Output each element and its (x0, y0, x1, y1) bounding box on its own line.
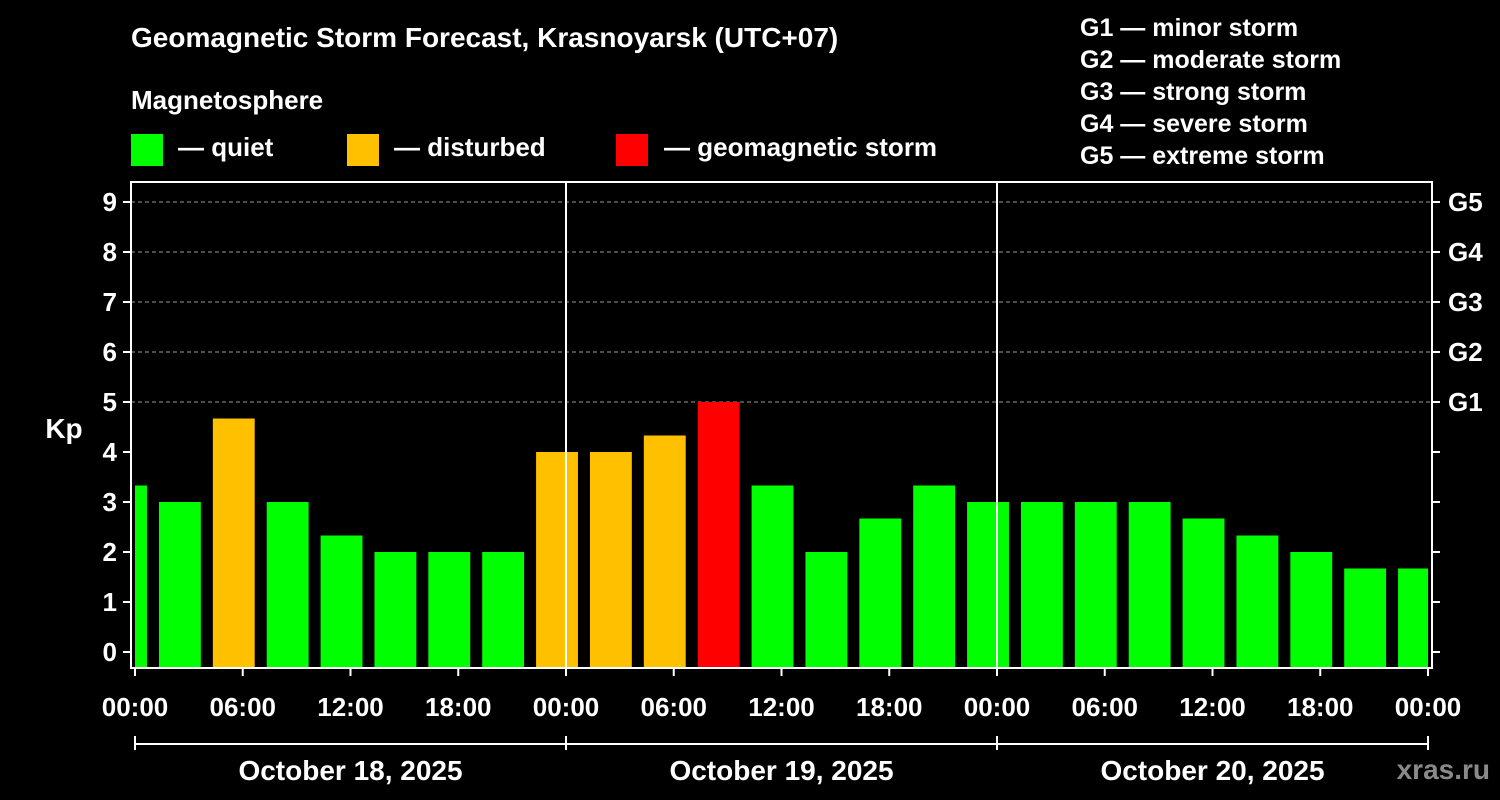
y-tick-label: 6 (103, 337, 117, 367)
kp-bar (1344, 568, 1387, 668)
watermark: xras.ru (1396, 754, 1490, 785)
x-tick-label: 12:00 (317, 692, 384, 722)
day-label: October 19, 2025 (669, 755, 893, 786)
kp-bar (1398, 568, 1428, 668)
kp-bar (1074, 502, 1117, 668)
kp-bar (1182, 518, 1225, 668)
y-tick-label: 2 (103, 537, 117, 567)
kp-bar (859, 518, 902, 668)
kp-bar (158, 502, 201, 668)
kp-bar (482, 552, 525, 668)
x-tick-label: 06:00 (641, 692, 708, 722)
y-tick-label: 9 (103, 187, 117, 217)
g-scale-item: G2 — moderate storm (1080, 46, 1342, 74)
kp-bar (320, 535, 363, 668)
g-level-label: G5 (1448, 187, 1483, 217)
kp-bar (1020, 502, 1063, 668)
y-tick-label: 7 (103, 287, 117, 317)
kp-bar (536, 452, 578, 668)
g-scale-item: G1 — minor storm (1080, 14, 1299, 42)
kp-bar (805, 552, 848, 668)
kp-bar (1290, 552, 1333, 668)
y-tick-label: 4 (103, 437, 118, 467)
y-tick-label: 8 (103, 237, 117, 267)
chart-title: Geomagnetic Storm Forecast, Krasnoyarsk … (131, 22, 839, 53)
kp-bar (751, 485, 794, 668)
day-label: October 20, 2025 (1100, 755, 1324, 786)
g-level-label: G1 (1448, 387, 1483, 417)
legend-label-storm: — geomagnetic storm (664, 132, 938, 162)
kp-bar (1128, 502, 1171, 668)
x-tick-label: 00:00 (1395, 692, 1462, 722)
x-tick-label: 00:00 (533, 692, 600, 722)
legend-label-quiet: — quiet (178, 132, 274, 162)
x-tick-label: 06:00 (210, 692, 277, 722)
chart-subtitle: Magnetosphere (131, 85, 324, 115)
kp-bar (1236, 535, 1279, 668)
legend-label-disturbed: — disturbed (394, 132, 546, 162)
legend-swatch-disturbed (347, 134, 379, 166)
x-tick-label: 00:00 (102, 692, 169, 722)
legend-swatch-storm (616, 134, 648, 166)
g-level-label: G2 (1448, 337, 1483, 367)
g-scale-item: G5 — extreme storm (1080, 142, 1325, 170)
y-tick-label: 5 (103, 387, 117, 417)
y-tick-label: 1 (103, 587, 117, 617)
g-scale-item: G4 — severe storm (1080, 110, 1308, 138)
kp-bar (135, 485, 147, 668)
y-tick-label: 3 (103, 487, 117, 517)
g-level-label: G4 (1448, 237, 1483, 267)
x-tick-label: 18:00 (425, 692, 492, 722)
day-label: October 18, 2025 (238, 755, 462, 786)
g-scale-item: G3 — strong storm (1080, 78, 1307, 106)
kp-bar (913, 485, 956, 668)
x-tick-label: 12:00 (1179, 692, 1246, 722)
legend-swatch-quiet (131, 134, 163, 166)
x-tick-label: 18:00 (1287, 692, 1354, 722)
x-tick-label: 18:00 (856, 692, 923, 722)
g-level-label: G3 (1448, 287, 1483, 317)
kp-bar (212, 418, 255, 668)
kp-bar (374, 552, 417, 668)
y-axis-label: Kp (45, 413, 82, 444)
y-tick-label: 0 (103, 637, 117, 667)
x-tick-label: 06:00 (1072, 692, 1139, 722)
kp-bar (697, 402, 740, 668)
kp-bar (643, 435, 686, 668)
kp-bar (589, 452, 632, 668)
kp-bar (967, 502, 1009, 668)
x-tick-label: 00:00 (964, 692, 1031, 722)
kp-bar (428, 552, 471, 668)
x-tick-label: 12:00 (748, 692, 815, 722)
kp-bar (266, 502, 309, 668)
